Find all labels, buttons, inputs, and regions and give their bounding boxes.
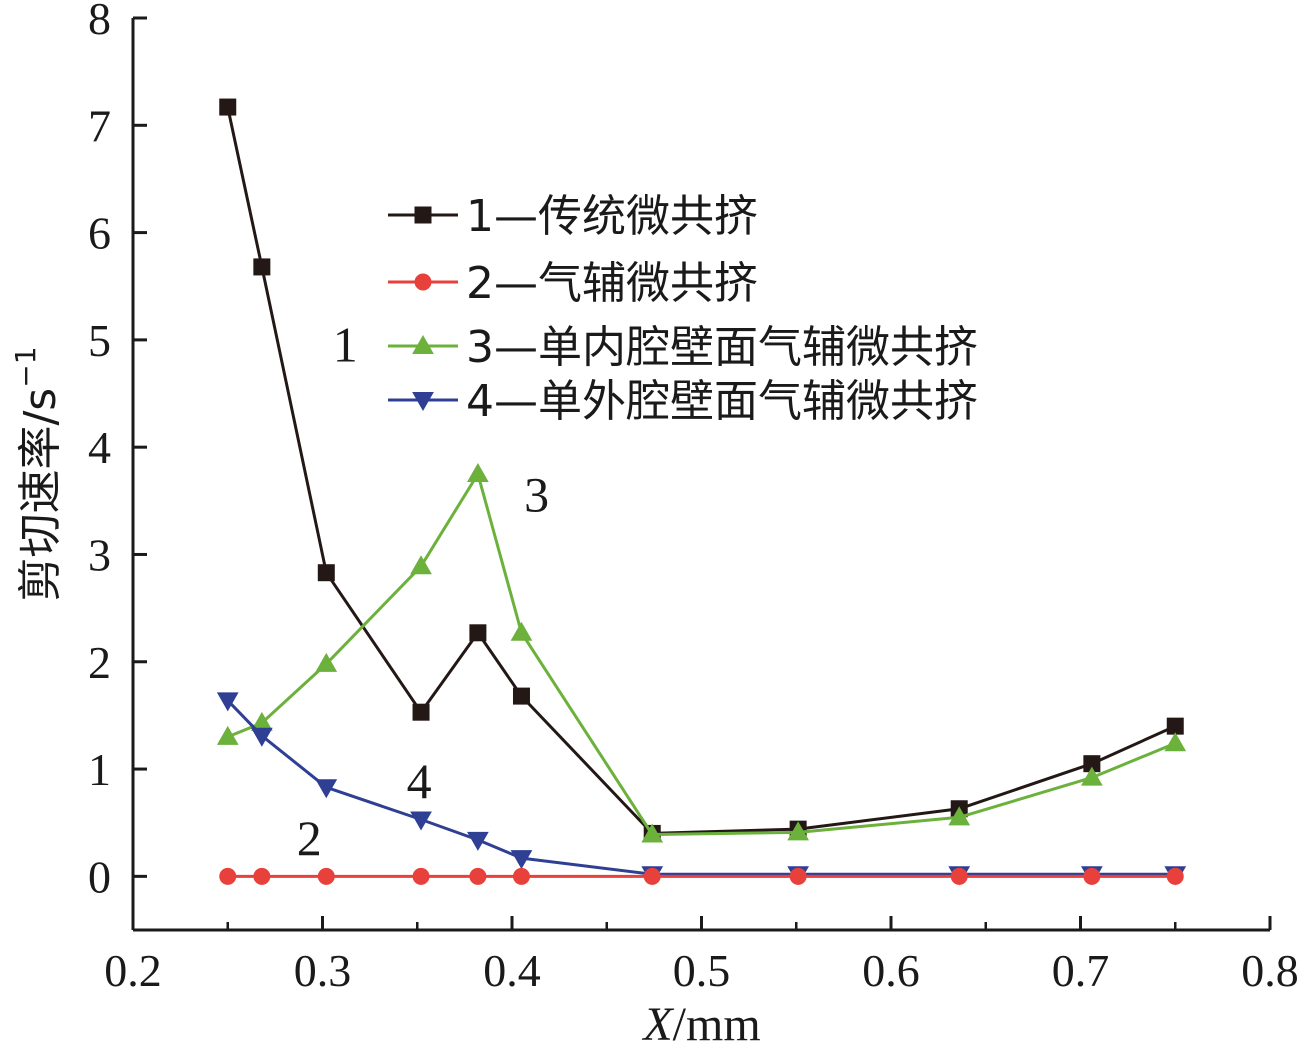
data-point-marker xyxy=(470,868,486,884)
axes-frame xyxy=(133,18,1270,930)
data-point-marker xyxy=(1167,868,1183,884)
x-tick-label: 0.5 xyxy=(673,945,731,996)
y-tick-label: 6 xyxy=(88,208,111,259)
x-tick-label: 0.6 xyxy=(862,945,920,996)
series-4 xyxy=(218,693,1186,884)
data-point-marker xyxy=(790,868,806,884)
series-annotation-label: 4 xyxy=(407,753,432,809)
y-axis-ticks: 0 1 2 3 4 5 6 7 8 xyxy=(88,0,147,902)
y-tick-label: 1 xyxy=(88,744,111,795)
x-axis-ticks: 0.2 0.3 0.4 0.5 0.6 0.7 0.8 xyxy=(104,916,1299,996)
y-tick-label: 8 xyxy=(88,0,111,44)
y-tick-label: 7 xyxy=(88,100,111,151)
legend-label: 3—单内腔壁面气辅微共挤 xyxy=(466,322,978,373)
y-axis-title: 剪切速率/s−1 xyxy=(9,346,66,601)
series-3 xyxy=(218,464,1186,842)
legend-label: 1—传统微共挤 xyxy=(466,191,758,242)
data-point-marker xyxy=(413,868,429,884)
x-axis-title: X/mm xyxy=(641,998,760,1046)
data-point-marker xyxy=(1084,868,1100,884)
y-tick-label: 4 xyxy=(88,422,111,473)
x-tick-label: 0.3 xyxy=(294,945,352,996)
data-point-marker xyxy=(254,259,270,275)
data-point-marker xyxy=(220,99,236,115)
data-point-marker xyxy=(644,868,660,884)
data-point-marker xyxy=(470,625,486,641)
data-point-marker xyxy=(254,868,270,884)
data-point-marker xyxy=(415,274,431,290)
x-axis-variable: X xyxy=(641,998,674,1046)
legend-item-3: 3—单内腔壁面气辅微共挤 xyxy=(388,322,978,373)
series-annotation-label: 3 xyxy=(524,467,549,523)
series-annotation-label: 1 xyxy=(333,316,358,372)
y-axis-title-text: 剪切速率/s xyxy=(15,388,66,602)
series-line xyxy=(228,474,1176,835)
data-point-marker xyxy=(411,556,431,574)
series-2 xyxy=(220,868,1184,884)
y-tick-label: 5 xyxy=(88,315,111,366)
x-tick-label: 0.8 xyxy=(1241,945,1299,996)
data-point-marker xyxy=(413,704,429,720)
x-axis-unit: /mm xyxy=(673,998,761,1046)
data-point-marker xyxy=(468,832,488,850)
y-tick-label: 3 xyxy=(88,529,111,580)
y-axis-title-sup: −1 xyxy=(9,346,42,387)
data-point-marker xyxy=(513,868,529,884)
legend-item-4: 4—单外腔壁面气辅微共挤 xyxy=(388,376,978,427)
y-tick-label: 2 xyxy=(88,637,111,688)
y-tick-label: 0 xyxy=(88,851,111,902)
x-tick-label: 0.4 xyxy=(483,945,541,996)
legend-label: 2—气辅微共挤 xyxy=(466,258,758,309)
data-point-marker xyxy=(468,464,488,482)
data-point-marker xyxy=(318,565,334,581)
legend-item-2: 2—气辅微共挤 xyxy=(388,258,758,309)
data-point-marker xyxy=(415,207,431,223)
data-point-marker xyxy=(1167,718,1183,734)
data-point-marker xyxy=(220,868,236,884)
data-point-marker xyxy=(511,623,531,641)
x-tick-label: 0.2 xyxy=(104,945,162,996)
data-point-marker xyxy=(951,868,967,884)
data-point-marker xyxy=(1165,733,1185,751)
series-line xyxy=(228,700,1176,874)
x-tick-label: 0.7 xyxy=(1052,945,1110,996)
legend-item-1: 1—传统微共挤 xyxy=(388,191,758,242)
data-point-marker xyxy=(513,688,529,704)
legend-label: 4—单外腔壁面气辅微共挤 xyxy=(466,376,978,427)
series-annotation-label: 2 xyxy=(297,810,322,866)
data-point-marker xyxy=(318,868,334,884)
